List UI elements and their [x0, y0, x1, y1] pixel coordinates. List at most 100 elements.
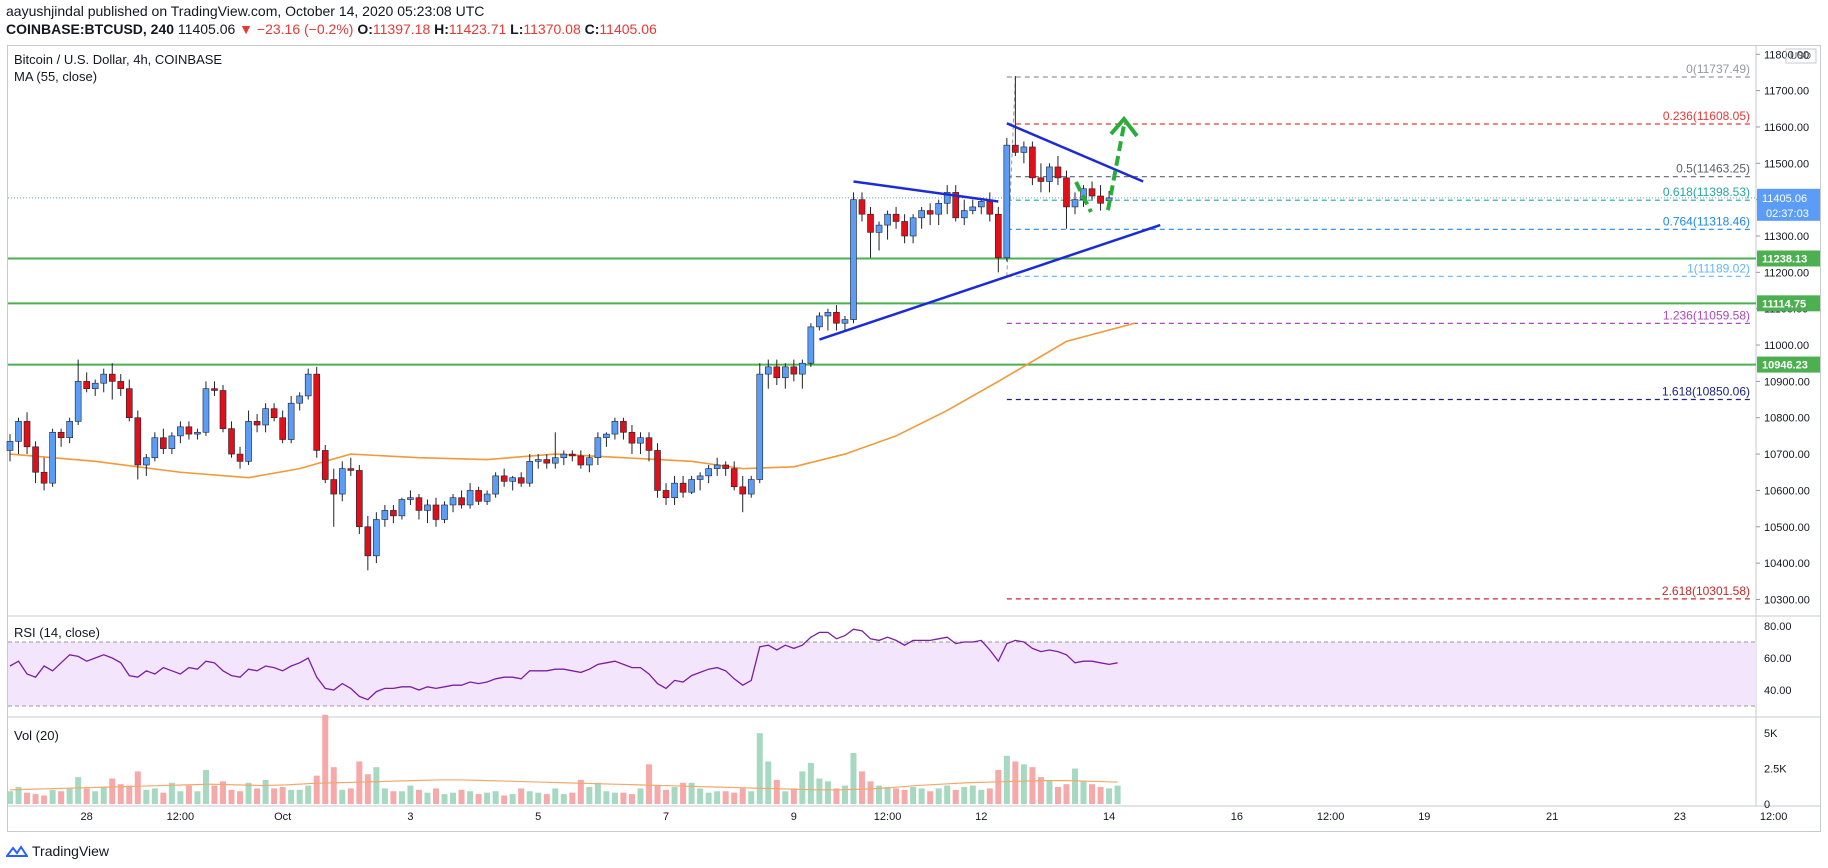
candle: [560, 450, 568, 465]
candle: [995, 206, 1002, 273]
candle: [654, 443, 661, 498]
projection-arrowhead: [1109, 115, 1139, 138]
price-tick-label: 11200.00: [1764, 267, 1809, 279]
candle: [500, 468, 508, 487]
time-tick-label: 16: [1231, 811, 1243, 823]
candle: [492, 472, 499, 498]
volume-bar: [1037, 777, 1044, 804]
candle-body: [347, 468, 355, 471]
candle-body: [483, 493, 491, 502]
candle: [364, 515, 372, 571]
candle: [586, 454, 593, 473]
support-price-label: 11114.75: [1762, 298, 1806, 310]
candle-body: [1071, 199, 1079, 208]
candle: [977, 199, 985, 215]
candle-body: [74, 381, 82, 422]
volume-bar: [143, 789, 150, 804]
volume-bar: [1080, 781, 1087, 804]
price-tick-label: 10900.00: [1764, 376, 1810, 388]
candle-body: [543, 459, 551, 464]
candle-body: [262, 408, 269, 426]
volume-bar: [398, 791, 405, 804]
volume-bar: [594, 782, 601, 804]
candle: [287, 395, 295, 444]
volume-bar: [237, 791, 244, 804]
candle-body: [586, 457, 593, 466]
candle: [49, 428, 56, 487]
volume-bar: [646, 764, 652, 804]
volume-bar: [194, 791, 201, 804]
trend-line: [853, 180, 999, 203]
volume-bar: [41, 795, 48, 804]
candle: [824, 308, 832, 331]
volume-bar: [484, 792, 491, 804]
candle: [57, 428, 65, 447]
volume-bar: [978, 789, 985, 804]
candle: [143, 454, 150, 476]
fib-level-label: 2.618(10301.58): [1662, 584, 1750, 598]
time-tick-label: 12:00: [1760, 811, 1788, 823]
candle-body: [654, 450, 661, 491]
candle-body: [475, 490, 482, 502]
volume-bar: [552, 788, 559, 804]
volume-bar: [66, 788, 73, 804]
candle-body: [569, 453, 576, 457]
volume-bar: [109, 778, 116, 804]
candle-body: [177, 426, 184, 437]
volume-bar: [75, 777, 82, 804]
volume-bar: [671, 787, 678, 804]
candle-body: [1029, 146, 1036, 179]
candle-body: [637, 437, 644, 444]
volume-bar: [748, 791, 755, 804]
volume-bar: [876, 785, 883, 804]
price-tick-label: 10700.00: [1764, 449, 1810, 461]
volume-bar: [415, 789, 422, 804]
time-tick-label: 5: [535, 811, 541, 823]
volume-tick-label: 0: [1764, 799, 1770, 811]
candle: [611, 417, 619, 440]
candle-body: [977, 201, 985, 208]
candle-body: [125, 388, 133, 419]
candle: [321, 444, 329, 484]
candle-body: [901, 221, 908, 237]
footer[interactable]: TradingView: [6, 843, 109, 859]
currency-label: USD: [1790, 51, 1811, 62]
volume-bar: [535, 792, 542, 804]
candle-body: [739, 486, 747, 495]
volume-bar: [611, 792, 618, 804]
candle-body: [279, 417, 286, 440]
volume-bar: [714, 791, 721, 804]
currency-box: [1785, 48, 1817, 64]
candle: [620, 417, 627, 440]
volume-bar: [279, 787, 286, 804]
candle-body: [884, 213, 891, 226]
candle-body: [867, 213, 874, 233]
time-tick-label: 14: [1103, 811, 1115, 823]
candle: [253, 414, 261, 433]
candle-body: [688, 479, 695, 493]
volume-bar: [339, 789, 346, 804]
candle-body: [321, 450, 329, 480]
volume-bar: [722, 791, 729, 804]
price-tick-label: 10500.00: [1764, 522, 1810, 534]
candle-body: [799, 362, 806, 375]
volume-bar: [32, 794, 39, 804]
candle: [219, 385, 227, 433]
candle: [875, 221, 883, 251]
time-tick-label: 28: [81, 811, 93, 823]
volume-bar: [663, 789, 670, 804]
candle: [722, 461, 729, 476]
candle: [15, 417, 22, 455]
candle: [969, 199, 977, 215]
candle-body: [441, 504, 448, 520]
current-price-tag: [1757, 188, 1820, 221]
candle: [390, 504, 397, 524]
candle: [739, 475, 747, 513]
candle-body: [23, 421, 31, 448]
candle: [475, 486, 482, 505]
time-tick-label: 12:00: [1317, 811, 1345, 823]
candle: [892, 206, 900, 229]
candle-body: [1088, 188, 1096, 197]
candle-body: [390, 510, 397, 517]
